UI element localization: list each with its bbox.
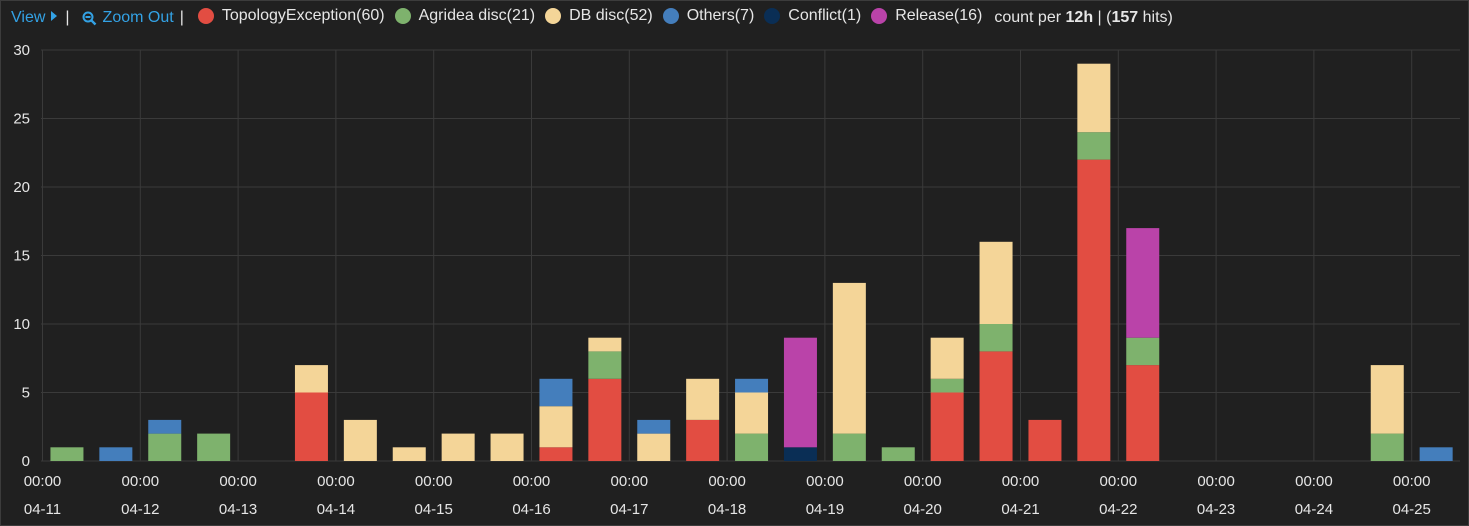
bar-segment-db-disc[interactable]: DB disc 04-21 12:00: 5: [1077, 64, 1110, 133]
bar-segment-others[interactable]: Others 04-25 00:00: 1: [1420, 447, 1453, 461]
bar-segment-db-disc[interactable]: DB disc 04-15 12:00: 2: [491, 434, 524, 461]
y-tick-label: 25: [13, 111, 30, 128]
bar-segment-release[interactable]: Release 04-22 00:00: 8: [1126, 228, 1159, 338]
x-tick-date: 04-25: [1393, 501, 1431, 518]
x-tick-time: 00:00: [708, 473, 746, 490]
bar-segment-agridea-disc[interactable]: Agridea disc 04-19 00:00: 2: [833, 434, 866, 461]
x-tick-time: 00:00: [1002, 473, 1040, 490]
bar-segment-db-disc[interactable]: DB disc 04-20 12:00: 6: [980, 242, 1013, 324]
bar-segment-db-disc[interactable]: DB disc 04-14 00:00: 3: [344, 420, 377, 461]
bar-segment-topologyexception[interactable]: TopologyException 04-13 12:00: 5: [295, 393, 328, 462]
bar-segment-agridea-disc[interactable]: Agridea disc 04-18 00:00: 2: [735, 434, 768, 461]
x-tick-date: 04-11: [24, 501, 61, 518]
x-tick-time: 00:00: [806, 473, 844, 490]
bar-segment-topologyexception[interactable]: TopologyException 04-16 00:00: 1: [539, 447, 572, 461]
bar-segment-db-disc[interactable]: DB disc 04-17 12:00: 3: [686, 379, 719, 420]
x-tick-date: 04-19: [806, 501, 844, 518]
x-tick-date: 04-17: [610, 501, 648, 518]
bar-segment-db-disc[interactable]: DB disc 04-18 00:00: 3: [735, 393, 768, 434]
bar-segment-conflict[interactable]: Conflict 04-18 12:00: 1: [784, 447, 817, 461]
x-tick-time: 00:00: [24, 473, 62, 490]
bar-segment-release[interactable]: Release 04-18 12:00: 8: [784, 338, 817, 448]
bar-segment-db-disc[interactable]: DB disc 04-20 00:00: 3: [931, 338, 964, 379]
x-tick-date: 04-22: [1099, 501, 1137, 518]
y-tick-label: 30: [13, 42, 30, 59]
bar-segment-others[interactable]: Others 04-17 00:00: 1: [637, 420, 670, 434]
bar-segment-topologyexception[interactable]: TopologyException 04-20 12:00: 8: [980, 351, 1013, 461]
bar-segment-agridea-disc[interactable]: Agridea disc 04-20 00:00: 1: [931, 379, 964, 393]
bar-segment-agridea-disc[interactable]: Agridea disc 04-19 12:00: 1: [882, 447, 915, 461]
bar-segment-agridea-disc[interactable]: Agridea disc 04-12 12:00: 2: [197, 434, 230, 461]
y-tick-label: 20: [13, 179, 30, 196]
x-tick-time: 00:00: [513, 473, 551, 490]
bar-segment-agridea-disc[interactable]: Agridea disc 04-12 00:00: 2: [148, 434, 181, 461]
y-tick-label: 5: [22, 385, 30, 402]
bar-segment-db-disc[interactable]: DB disc 04-16 00:00: 3: [539, 406, 572, 447]
bar-segment-others[interactable]: Others 04-11 12:00: 1: [99, 447, 132, 461]
x-tick-date: 04-21: [1001, 501, 1039, 518]
bar-segment-agridea-disc[interactable]: Agridea disc 04-11 00:00: 1: [50, 447, 83, 461]
x-tick-time: 00:00: [122, 473, 160, 490]
bar-segment-others[interactable]: Others 04-18 00:00: 1: [735, 379, 768, 393]
x-tick-time: 00:00: [1197, 473, 1235, 490]
x-tick-time: 00:00: [1393, 473, 1431, 490]
bar-segment-agridea-disc[interactable]: Agridea disc 04-16 12:00: 2: [588, 351, 621, 378]
x-tick-date: 04-13: [219, 501, 257, 518]
bar-segment-db-disc[interactable]: DB disc 04-19 00:00: 11: [833, 283, 866, 434]
bar-segment-db-disc[interactable]: DB disc 04-13 12:00: 2: [295, 365, 328, 392]
bar-segment-db-disc[interactable]: DB disc 04-15 00:00: 2: [442, 434, 475, 461]
x-tick-date: 04-18: [708, 501, 746, 518]
y-tick-label: 10: [13, 316, 30, 333]
bar-segment-agridea-disc[interactable]: Agridea disc 04-21 12:00: 2: [1077, 132, 1110, 159]
x-tick-time: 00:00: [904, 473, 942, 490]
x-tick-date: 04-14: [317, 501, 355, 518]
x-tick-date: 04-16: [512, 501, 550, 518]
x-tick-time: 00:00: [415, 473, 453, 490]
x-tick-date: 04-12: [121, 501, 159, 518]
bar-segment-db-disc[interactable]: DB disc 04-14 12:00: 1: [393, 447, 426, 461]
bar-segment-db-disc[interactable]: DB disc 04-16 12:00: 1: [588, 338, 621, 352]
x-tick-date: 04-23: [1197, 501, 1235, 518]
bar-segment-others[interactable]: Others 04-16 00:00: 2: [539, 379, 572, 406]
y-tick-label: 0: [22, 453, 30, 470]
bar-segment-topologyexception[interactable]: TopologyException 04-16 12:00: 6: [588, 379, 621, 461]
x-tick-date: 04-15: [415, 501, 453, 518]
bar-segment-others[interactable]: Others 04-12 00:00: 1: [148, 420, 181, 434]
y-tick-label: 15: [13, 248, 30, 265]
bar-segment-db-disc[interactable]: DB disc 04-17 00:00: 2: [637, 434, 670, 461]
bar-segment-agridea-disc[interactable]: Agridea disc 04-24 12:00: 2: [1371, 434, 1404, 461]
bar-segment-agridea-disc[interactable]: Agridea disc 04-20 12:00: 2: [980, 324, 1013, 351]
x-tick-time: 00:00: [611, 473, 649, 490]
bar-segment-agridea-disc[interactable]: Agridea disc 04-22 00:00: 2: [1126, 338, 1159, 365]
bar-segment-db-disc[interactable]: DB disc 04-24 12:00: 5: [1371, 365, 1404, 434]
bar-segment-topologyexception[interactable]: TopologyException 04-21 00:00: 3: [1028, 420, 1061, 461]
bar-segment-topologyexception[interactable]: TopologyException 04-21 12:00: 22: [1077, 160, 1110, 461]
bar-segment-topologyexception[interactable]: TopologyException 04-17 12:00: 3: [686, 420, 719, 461]
x-tick-date: 04-24: [1295, 501, 1333, 518]
x-tick-time: 00:00: [317, 473, 355, 490]
bar-segment-topologyexception[interactable]: TopologyException 04-22 00:00: 7: [1126, 365, 1159, 461]
x-tick-time: 00:00: [1295, 473, 1333, 490]
x-tick-time: 00:00: [1100, 473, 1138, 490]
bar-segment-topologyexception[interactable]: TopologyException 04-20 00:00: 5: [931, 393, 964, 462]
x-tick-date: 04-20: [904, 501, 942, 518]
x-tick-time: 00:00: [219, 473, 257, 490]
